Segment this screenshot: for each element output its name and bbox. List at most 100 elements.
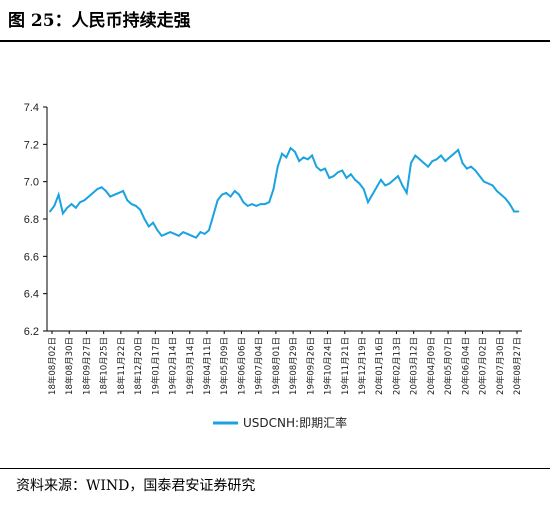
data-point	[96, 188, 99, 191]
data-point	[178, 234, 180, 237]
data-point	[251, 203, 253, 206]
source-note: 资料来源：WIND，国泰君安证券研究	[16, 478, 256, 494]
data-point	[87, 195, 90, 198]
x-tick-label: 19年07月04日	[254, 337, 265, 395]
data-point	[122, 190, 124, 192]
data-point	[422, 162, 425, 164]
data-point	[53, 205, 56, 207]
data-point	[285, 156, 288, 159]
data-point	[508, 203, 511, 206]
data-point	[259, 203, 262, 206]
data-point	[74, 206, 77, 209]
data-point	[156, 229, 159, 232]
data-point	[182, 231, 185, 234]
data-point	[221, 193, 223, 196]
data-point	[100, 186, 103, 189]
y-tick-label: 6.2	[24, 326, 39, 338]
data-point	[311, 154, 313, 157]
data-point	[109, 195, 112, 198]
y-tick-label: 6.6	[24, 251, 39, 263]
data-point	[444, 160, 447, 162]
data-point	[160, 234, 163, 237]
data-point	[354, 178, 356, 181]
x-tick-label: 20年06月04日	[460, 337, 471, 395]
data-point	[427, 165, 429, 168]
data-point	[216, 199, 219, 202]
data-point	[105, 190, 107, 192]
data-point	[135, 205, 137, 207]
data-point	[298, 160, 301, 162]
usdcnh-line-chart: 6.2 6.4 6.6 6.8 7.0 7.2 7.4 18年08月02日 18年08月30日…	[24, 102, 523, 430]
data-point	[70, 203, 73, 206]
data-point	[345, 177, 348, 179]
x-tick-label: 19年01月17日	[150, 337, 161, 395]
data-point	[414, 154, 417, 157]
x-tick-label: 19年11月21日	[340, 337, 351, 395]
data-point	[410, 162, 412, 164]
data-point	[358, 182, 361, 185]
x-tick-label: 20年02月13日	[391, 337, 402, 395]
data-point	[229, 195, 232, 198]
legend: USDCNH:即期汇率	[213, 415, 347, 430]
x-tick-label: 18年10月25日	[99, 337, 110, 395]
legend-label-usdcnh: USDCNH:即期汇率	[243, 415, 347, 430]
data-point	[306, 158, 309, 161]
x-tick-label: 19年03月14日	[185, 337, 196, 395]
data-point	[62, 212, 64, 215]
x-tick-label: 18年09月27日	[81, 337, 92, 395]
x-tick-label: 19年06月06日	[236, 337, 247, 395]
data-point	[173, 233, 176, 235]
data-point	[380, 178, 382, 181]
x-tick-label: 18年08月30日	[64, 337, 75, 395]
data-point	[319, 169, 322, 172]
data-point	[272, 188, 275, 191]
data-point	[470, 165, 472, 168]
data-point	[440, 154, 442, 157]
data-point	[79, 201, 81, 204]
data-point	[478, 175, 481, 178]
data-point	[246, 205, 249, 207]
data-point	[324, 167, 326, 170]
data-point	[435, 158, 438, 161]
title-divider	[0, 40, 550, 42]
x-tick-label: 19年09月26日	[305, 337, 316, 395]
data-point	[384, 184, 387, 187]
data-point	[367, 201, 369, 204]
data-point	[233, 190, 236, 192]
x-tick-label: 19年12月19日	[357, 337, 368, 395]
x-tick-label: 18年12月20日	[133, 337, 144, 395]
data-point	[315, 165, 318, 168]
data-point	[289, 147, 292, 149]
x-tick-label: 19年05月09日	[219, 337, 230, 395]
x-tick-label: 20年05月07日	[443, 337, 454, 395]
x-tick-label: 19年08月29日	[288, 337, 299, 395]
data-point	[238, 193, 241, 196]
y-tick-label: 7.2	[24, 139, 39, 151]
data-point	[199, 231, 202, 234]
data-point	[212, 214, 215, 217]
data-point	[302, 156, 305, 159]
x-tick-label: 19年02月14日	[168, 337, 179, 395]
data-point	[517, 210, 520, 213]
data-point	[276, 165, 279, 168]
series-points	[49, 147, 520, 239]
data-point	[126, 199, 129, 202]
data-point	[294, 150, 296, 153]
data-point	[388, 182, 391, 185]
x-tick-label: 19年08月01日	[271, 337, 282, 395]
x-tick-label: 20年01月16日	[374, 337, 385, 395]
data-point	[92, 192, 94, 194]
data-point	[457, 149, 460, 151]
data-point	[186, 233, 189, 235]
data-point	[169, 231, 172, 234]
data-point	[130, 203, 133, 206]
data-point	[448, 156, 451, 159]
series-line-usdcnh	[49, 146, 519, 239]
data-point	[190, 234, 193, 237]
data-point	[281, 152, 283, 155]
y-tick-label: 6.4	[24, 289, 39, 301]
figure-title: 图 25：人民币持续走强	[8, 11, 191, 31]
data-point	[117, 192, 120, 194]
x-tick-label: 19年04月11日	[202, 337, 213, 395]
x-tick-label: 20年07月30日	[495, 337, 506, 395]
